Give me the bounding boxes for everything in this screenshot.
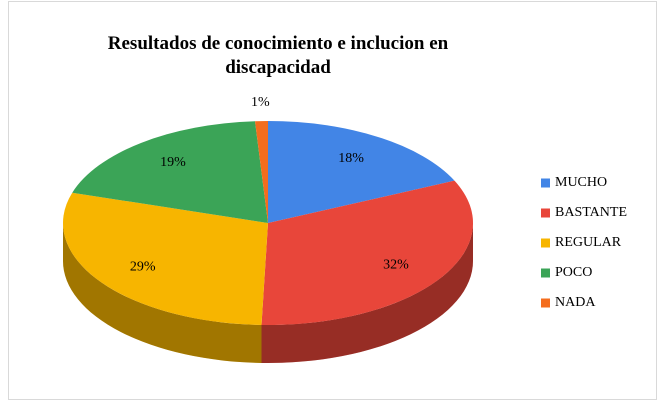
legend-label: POCO: [555, 265, 592, 280]
legend-swatch: [541, 268, 550, 278]
pie-side: [63, 223, 262, 363]
legend-swatch: [541, 238, 550, 248]
pie-slice: [261, 180, 473, 325]
data-label: 18%: [338, 151, 364, 166]
pie-slice: [72, 121, 268, 223]
side-shade: [63, 223, 262, 363]
legend-label: BASTANTE: [555, 205, 627, 220]
side-shade: [261, 223, 473, 363]
pie-slice: [268, 121, 455, 223]
legend-swatch: [541, 298, 550, 308]
pie-side: [261, 223, 473, 363]
data-label: 32%: [383, 258, 409, 273]
data-label: 19%: [160, 155, 186, 170]
legend-swatch: [541, 208, 550, 218]
legend-label: MUCHO: [555, 175, 607, 190]
pie-slice: [254, 121, 268, 223]
chart-title: Resultados de conocimiento e inclucion e…: [107, 33, 449, 78]
legend-swatch: [541, 178, 550, 188]
legend-label: NADA: [555, 295, 596, 310]
data-label: 1%: [251, 95, 270, 110]
data-label: 29%: [130, 260, 156, 275]
legend-label: REGULAR: [555, 235, 622, 250]
pie-slice: [63, 192, 269, 325]
